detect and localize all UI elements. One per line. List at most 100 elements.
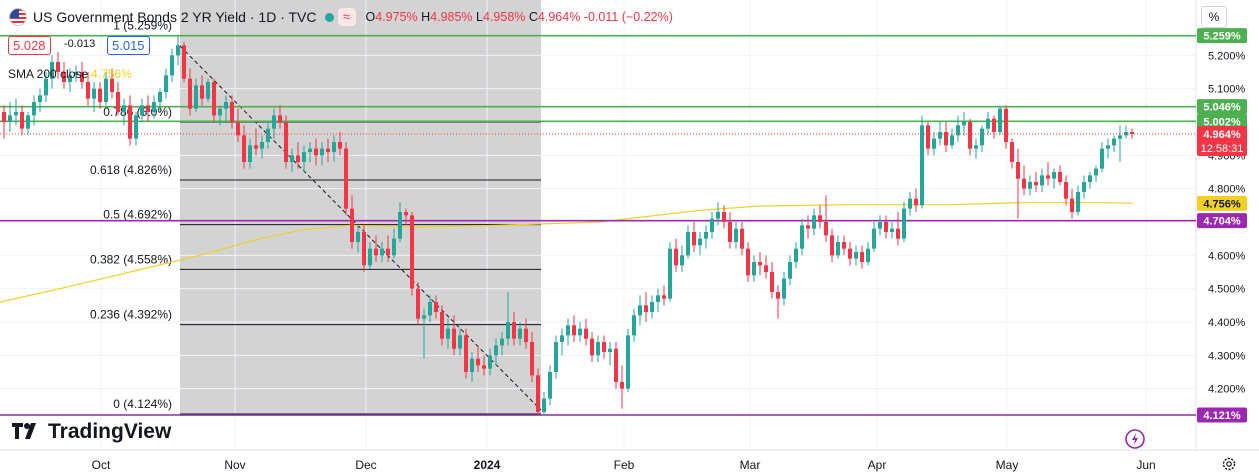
candle-body: [680, 255, 684, 266]
candle-body: [290, 155, 294, 162]
candle-body: [434, 302, 438, 312]
level-price-label: [1197, 113, 1247, 129]
percent-scale-button[interactable]: %: [1201, 6, 1227, 28]
fib-label: 0 (4.124%): [113, 397, 172, 411]
x-tick-label: Dec: [355, 458, 376, 472]
level-price-label-text: 5.002%: [1203, 116, 1241, 128]
candle-body: [632, 315, 636, 336]
candle-body: [464, 335, 468, 372]
level-price-label-text: 4.704%: [1203, 216, 1241, 228]
gear-icon[interactable]: [1221, 456, 1237, 472]
candle-body: [728, 222, 732, 242]
us-flag-icon: [9, 8, 27, 26]
candle-body: [362, 232, 366, 266]
candle-body: [638, 305, 642, 316]
candle-body: [374, 248, 378, 256]
candle-body: [950, 135, 954, 146]
candle-body: [770, 272, 774, 292]
candle-body: [326, 148, 330, 152]
candle-body: [764, 265, 768, 272]
candle-body: [476, 358, 480, 366]
candle-body: [920, 125, 924, 206]
chart-header: US Government Bonds 2 YR Yield · 1D · TV…: [0, 0, 673, 34]
candle-body: [368, 248, 372, 266]
candle-body: [98, 88, 102, 102]
candle-body: [824, 222, 828, 236]
candle-body: [1010, 142, 1014, 162]
fib-label: 0.618 (4.826%): [90, 163, 172, 177]
candle-body: [356, 232, 360, 242]
candle-body: [410, 215, 414, 289]
candle-body: [626, 335, 630, 389]
level-price-label: [1197, 99, 1247, 115]
tradingview-logo[interactable]: TradingView: [12, 420, 171, 444]
candle-body: [56, 62, 60, 72]
x-tick-label: Jun: [1136, 458, 1155, 472]
sell-price-button[interactable]: 5.028: [8, 36, 51, 55]
countdown-text: 12:58:31: [1201, 143, 1244, 155]
candle-body: [470, 358, 474, 372]
candle-body: [896, 228, 900, 239]
candle-body: [260, 142, 264, 149]
candle-body: [998, 108, 1002, 132]
candle-body: [386, 248, 390, 256]
candle-body: [230, 102, 234, 122]
candle-body: [554, 342, 558, 372]
candle-body: [842, 242, 846, 249]
candle-body: [878, 222, 882, 229]
candle-body: [1046, 175, 1050, 179]
candle-body: [608, 348, 612, 352]
candle-body: [302, 152, 306, 162]
x-tick-label: Feb: [614, 458, 635, 472]
candle-body: [686, 232, 690, 256]
buy-price-button[interactable]: 5.015: [107, 36, 150, 55]
candle-body: [590, 338, 594, 356]
candle-body: [578, 328, 582, 336]
candle-body: [596, 342, 600, 356]
candle-body: [1130, 132, 1134, 134]
level-price-label: [1197, 407, 1247, 423]
candle-body: [74, 72, 78, 76]
candle-body: [80, 72, 84, 82]
symbol-title[interactable]: US Government Bonds 2 YR Yield · 1D · TV…: [33, 9, 317, 25]
candle-body: [44, 78, 48, 96]
candle-body: [758, 262, 762, 266]
fib-label: 1 (5.259%): [113, 19, 172, 33]
candle-body: [428, 302, 432, 316]
candle-body: [914, 198, 918, 206]
candle-body: [308, 148, 312, 152]
candle-body: [908, 198, 912, 209]
sma-legend[interactable]: SMA 200 close 4.756%: [8, 67, 132, 81]
level-price-label: [1197, 213, 1247, 229]
x-tick-label: Mar: [740, 458, 761, 472]
candle-body: [266, 128, 270, 142]
candle-body: [602, 342, 606, 352]
sma-line: [0, 202, 1134, 303]
candle-body: [1076, 192, 1080, 212]
candle-body: [152, 102, 156, 112]
candle-body: [980, 128, 984, 146]
candle-body: [320, 148, 324, 156]
current-price-text: 4.964%: [1203, 129, 1241, 141]
candle-body: [440, 312, 444, 339]
candle-body: [1052, 172, 1056, 179]
candle-body: [1070, 198, 1074, 212]
x-tick-label: Apr: [868, 458, 887, 472]
candle-body: [26, 115, 30, 129]
candle-body: [254, 145, 258, 149]
candle-body: [194, 85, 198, 109]
candle-body: [656, 295, 660, 302]
candle-body: [482, 365, 486, 369]
candle-body: [458, 335, 462, 349]
tradingview-logo-icon: [12, 423, 36, 439]
candle-body: [902, 208, 906, 239]
candle-body: [398, 212, 402, 239]
candle-body: [2, 112, 6, 122]
candle-body: [818, 215, 822, 222]
live-icon[interactable]: [1124, 428, 1146, 450]
candle-body: [182, 45, 186, 79]
candle-body: [962, 122, 966, 126]
price-axis-labels: 5.259% 5.046% 5.002% 4.704% 4.121% 4.756% 4.96…: [1197, 28, 1247, 423]
candle-body: [788, 262, 792, 279]
